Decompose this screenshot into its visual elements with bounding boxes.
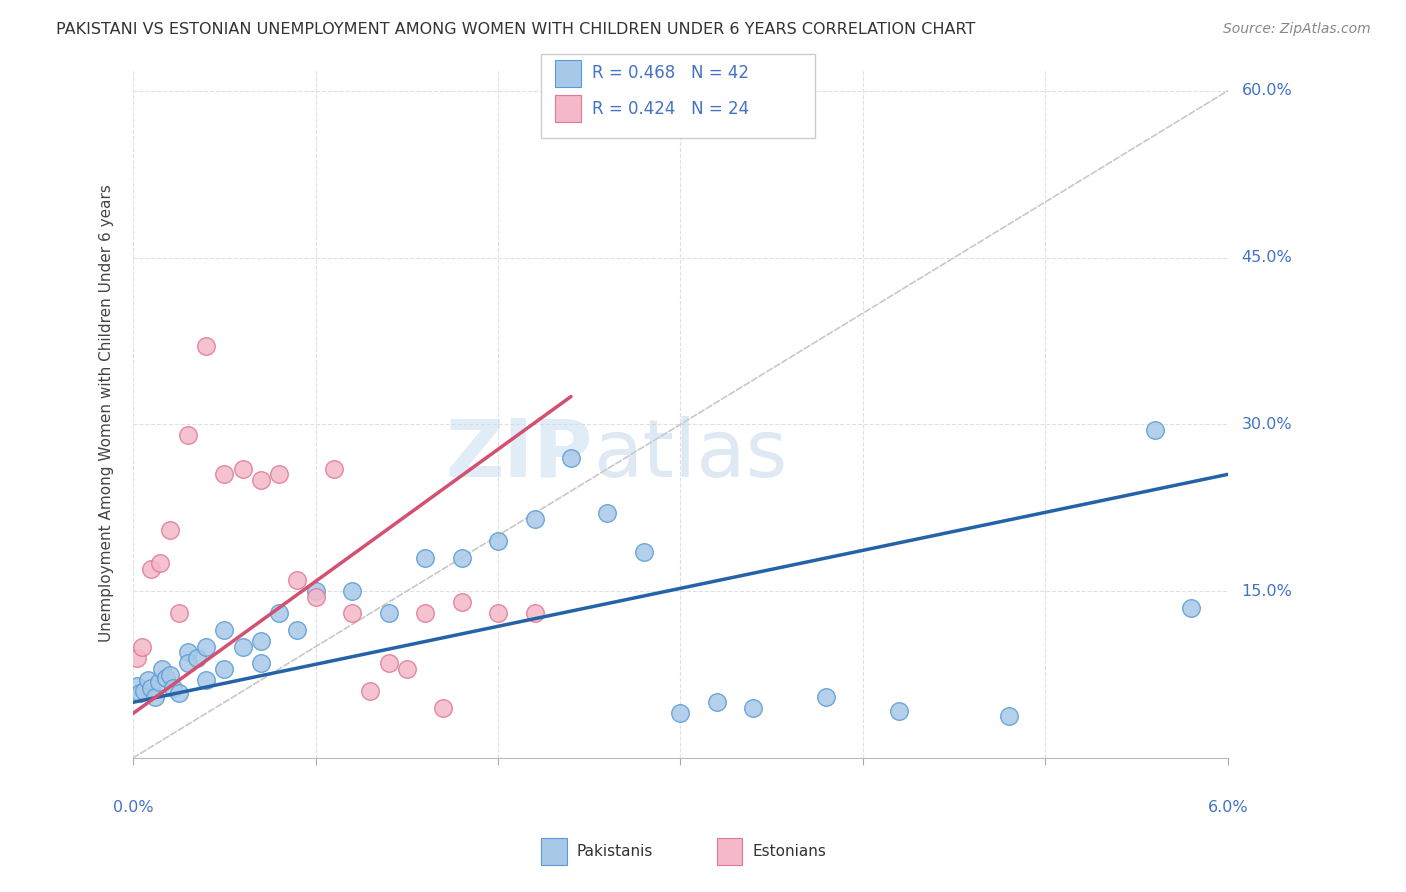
- Point: [377, 607, 399, 621]
- Point: [232, 640, 254, 654]
- Point: [159, 523, 181, 537]
- Text: 6.0%: 6.0%: [1208, 799, 1249, 814]
- Point: [177, 657, 200, 671]
- Point: [340, 607, 363, 621]
- Point: [742, 701, 765, 715]
- Point: [450, 550, 472, 565]
- Point: [148, 675, 170, 690]
- Point: [162, 681, 184, 695]
- Point: [413, 550, 436, 565]
- Point: [129, 686, 152, 700]
- Point: [285, 573, 308, 587]
- Text: Source: ZipAtlas.com: Source: ZipAtlas.com: [1223, 22, 1371, 37]
- Point: [232, 462, 254, 476]
- Point: [150, 662, 173, 676]
- Text: 0.0%: 0.0%: [112, 799, 153, 814]
- Point: [214, 467, 236, 482]
- Text: PAKISTANI VS ESTONIAN UNEMPLOYMENT AMONG WOMEN WITH CHILDREN UNDER 6 YEARS CORRE: PAKISTANI VS ESTONIAN UNEMPLOYMENT AMONG…: [56, 22, 976, 37]
- Point: [523, 512, 546, 526]
- Point: [141, 562, 163, 576]
- Text: R = 0.424   N = 24: R = 0.424 N = 24: [592, 100, 749, 118]
- Text: R = 0.468   N = 42: R = 0.468 N = 42: [592, 64, 749, 82]
- Point: [250, 473, 273, 487]
- Point: [167, 607, 190, 621]
- Point: [815, 690, 838, 704]
- Text: ZIP: ZIP: [446, 416, 593, 493]
- Point: [167, 686, 190, 700]
- Point: [159, 667, 181, 681]
- Point: [304, 584, 326, 599]
- Point: [136, 673, 159, 687]
- Point: [195, 673, 218, 687]
- Point: [250, 634, 273, 648]
- Point: [523, 607, 546, 621]
- Point: [285, 623, 308, 637]
- Point: [250, 657, 273, 671]
- Text: Estonians: Estonians: [752, 845, 827, 859]
- Point: [267, 607, 290, 621]
- Text: atlas: atlas: [593, 416, 787, 493]
- Point: [214, 662, 236, 676]
- Point: [377, 657, 399, 671]
- Point: [195, 640, 218, 654]
- Point: [214, 623, 236, 637]
- Point: [889, 704, 911, 718]
- Point: [132, 684, 155, 698]
- Text: 15.0%: 15.0%: [1241, 583, 1292, 599]
- Point: [560, 450, 582, 465]
- Point: [1180, 600, 1202, 615]
- Point: [177, 645, 200, 659]
- Point: [195, 339, 218, 353]
- Point: [125, 679, 148, 693]
- Text: Pakistanis: Pakistanis: [576, 845, 652, 859]
- Point: [131, 640, 153, 654]
- Point: [395, 662, 418, 676]
- Point: [486, 607, 509, 621]
- Point: [998, 708, 1021, 723]
- Point: [669, 706, 692, 721]
- Point: [340, 584, 363, 599]
- Point: [450, 595, 472, 609]
- Text: 45.0%: 45.0%: [1241, 250, 1292, 265]
- Point: [596, 506, 619, 520]
- Point: [322, 462, 344, 476]
- Point: [186, 650, 208, 665]
- Point: [149, 557, 172, 571]
- Y-axis label: Unemployment Among Women with Children Under 6 years: Unemployment Among Women with Children U…: [100, 185, 114, 642]
- Point: [633, 545, 655, 559]
- Point: [267, 467, 290, 482]
- Point: [125, 650, 148, 665]
- Text: 30.0%: 30.0%: [1241, 417, 1292, 432]
- Point: [706, 695, 728, 709]
- Point: [486, 534, 509, 549]
- Point: [413, 607, 436, 621]
- Point: [177, 428, 200, 442]
- Point: [432, 701, 454, 715]
- Point: [304, 590, 326, 604]
- Point: [359, 684, 381, 698]
- Point: [1143, 423, 1166, 437]
- Text: 60.0%: 60.0%: [1241, 83, 1292, 98]
- Point: [143, 690, 166, 704]
- Point: [141, 681, 163, 695]
- Point: [155, 671, 177, 685]
